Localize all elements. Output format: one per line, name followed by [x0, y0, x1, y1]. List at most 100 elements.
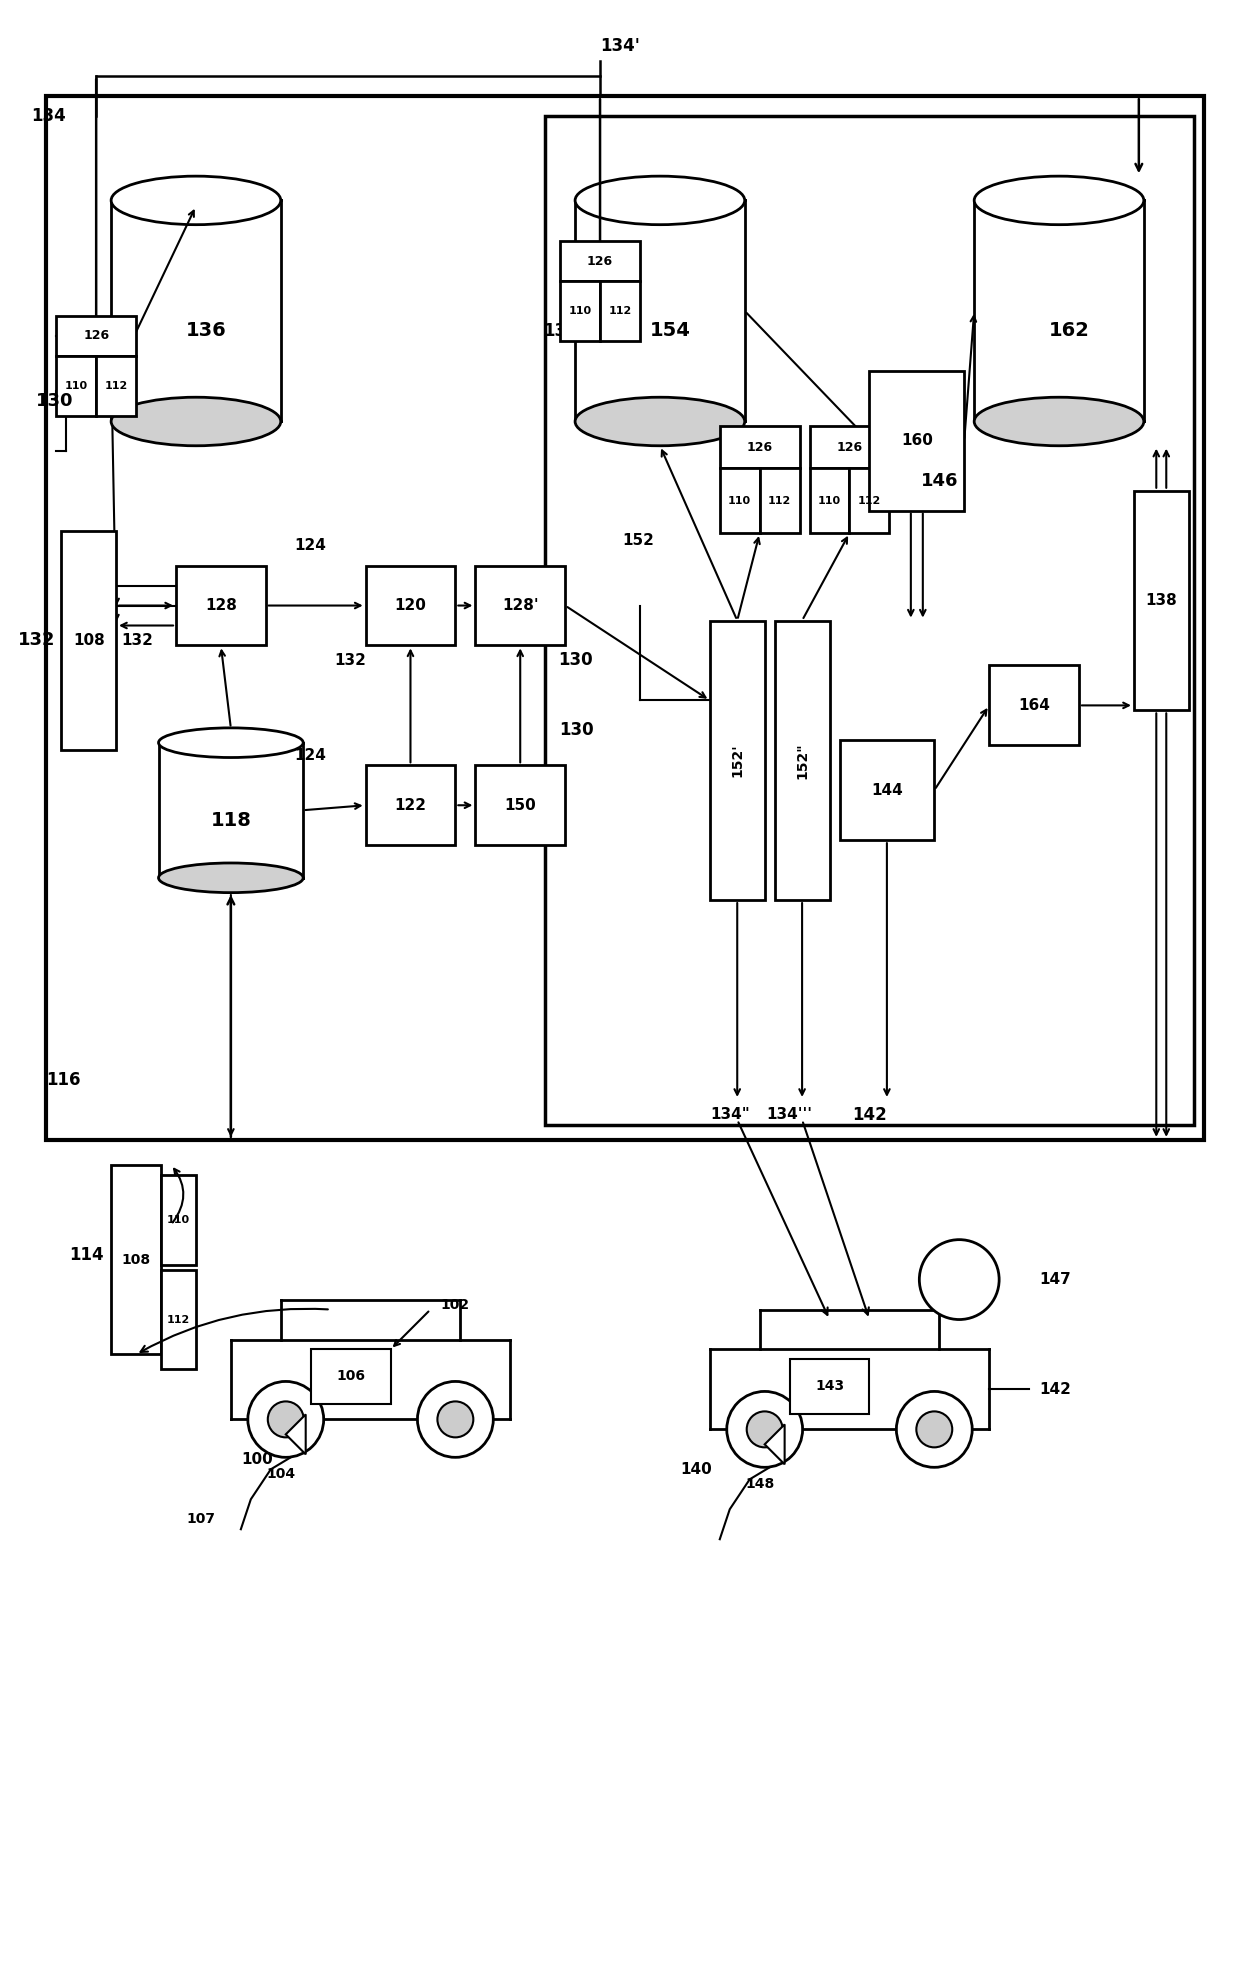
Bar: [56, 315, 136, 357]
Circle shape: [727, 1392, 802, 1466]
Bar: [46, 97, 1204, 1139]
Text: 140: 140: [680, 1462, 712, 1476]
Circle shape: [438, 1401, 474, 1437]
Bar: [112, 201, 280, 422]
Bar: [161, 1175, 196, 1265]
Text: 112: 112: [104, 380, 128, 390]
Polygon shape: [285, 1415, 306, 1455]
Text: 130: 130: [543, 321, 578, 339]
Text: 138: 138: [1146, 593, 1177, 607]
Text: 150: 150: [505, 798, 536, 812]
Bar: [810, 469, 849, 532]
Text: 107: 107: [186, 1512, 216, 1526]
Bar: [311, 1350, 391, 1405]
Text: 112: 112: [858, 495, 882, 507]
Bar: [839, 741, 934, 840]
Circle shape: [418, 1382, 494, 1457]
Text: 152: 152: [622, 532, 653, 548]
Bar: [161, 1269, 196, 1370]
Text: 134''': 134''': [766, 1108, 812, 1121]
Text: 114: 114: [69, 1246, 103, 1263]
Bar: [176, 566, 265, 645]
Text: 110: 110: [728, 495, 751, 507]
Text: 116: 116: [46, 1070, 81, 1088]
Text: 142: 142: [1039, 1382, 1071, 1397]
Text: 112: 112: [167, 1315, 190, 1325]
Circle shape: [248, 1382, 324, 1457]
Text: 148: 148: [745, 1478, 774, 1492]
Ellipse shape: [112, 175, 280, 225]
Circle shape: [746, 1411, 782, 1447]
Text: 126: 126: [587, 254, 613, 268]
Text: 122: 122: [394, 798, 427, 812]
Text: 110: 110: [818, 495, 841, 507]
Text: 108: 108: [122, 1254, 150, 1267]
Text: 108: 108: [73, 633, 104, 648]
Text: 128': 128': [502, 597, 538, 613]
Text: 130: 130: [558, 652, 593, 670]
Text: 112: 112: [609, 306, 631, 315]
Text: 124: 124: [295, 747, 326, 763]
Bar: [159, 743, 304, 877]
Bar: [560, 282, 600, 341]
Text: 136: 136: [186, 321, 227, 341]
Ellipse shape: [575, 175, 745, 225]
Text: 132: 132: [17, 631, 55, 650]
Text: 102: 102: [440, 1297, 470, 1311]
Ellipse shape: [975, 175, 1143, 225]
Bar: [475, 765, 565, 846]
Text: 160: 160: [901, 434, 932, 447]
Text: 112: 112: [768, 495, 791, 507]
Text: 128: 128: [205, 597, 237, 613]
Bar: [760, 469, 800, 532]
Bar: [990, 666, 1079, 745]
Text: 132: 132: [335, 652, 367, 668]
Text: 104: 104: [267, 1466, 295, 1482]
Text: 146: 146: [920, 471, 959, 489]
Text: 152": 152": [795, 741, 808, 779]
Text: 126: 126: [837, 442, 863, 453]
Text: 132: 132: [122, 633, 153, 648]
Bar: [546, 116, 1194, 1125]
Text: 130: 130: [36, 392, 73, 410]
Ellipse shape: [159, 863, 304, 893]
Bar: [719, 469, 760, 532]
Bar: [790, 1360, 869, 1415]
Text: 106: 106: [336, 1370, 365, 1384]
Bar: [1133, 491, 1189, 710]
Text: 154: 154: [650, 321, 691, 341]
Ellipse shape: [112, 398, 280, 445]
Bar: [97, 357, 136, 416]
Bar: [600, 282, 640, 341]
Bar: [560, 240, 640, 282]
Bar: [810, 426, 889, 469]
Polygon shape: [765, 1425, 785, 1464]
Bar: [56, 357, 97, 416]
Text: 100: 100: [241, 1453, 273, 1466]
Text: 118: 118: [211, 810, 252, 830]
Text: 126: 126: [83, 329, 109, 343]
Text: 152': 152': [730, 743, 744, 777]
Text: 147: 147: [1039, 1271, 1071, 1287]
Text: 134": 134": [709, 1108, 750, 1121]
Circle shape: [897, 1392, 972, 1466]
Bar: [869, 371, 965, 510]
Bar: [719, 426, 800, 469]
Bar: [475, 566, 565, 645]
Bar: [849, 469, 889, 532]
Ellipse shape: [159, 727, 304, 757]
Text: 126: 126: [746, 442, 773, 453]
Text: 164: 164: [1018, 698, 1050, 714]
Circle shape: [268, 1401, 304, 1437]
Text: 144: 144: [870, 782, 903, 798]
Bar: [775, 621, 830, 901]
Circle shape: [916, 1411, 952, 1447]
Text: 134: 134: [31, 106, 66, 126]
Text: 134': 134': [600, 37, 640, 55]
Bar: [709, 621, 765, 901]
Ellipse shape: [575, 398, 745, 445]
Text: 120: 120: [394, 597, 427, 613]
Bar: [366, 566, 455, 645]
Text: 143: 143: [815, 1380, 844, 1393]
Text: 110: 110: [64, 380, 88, 390]
